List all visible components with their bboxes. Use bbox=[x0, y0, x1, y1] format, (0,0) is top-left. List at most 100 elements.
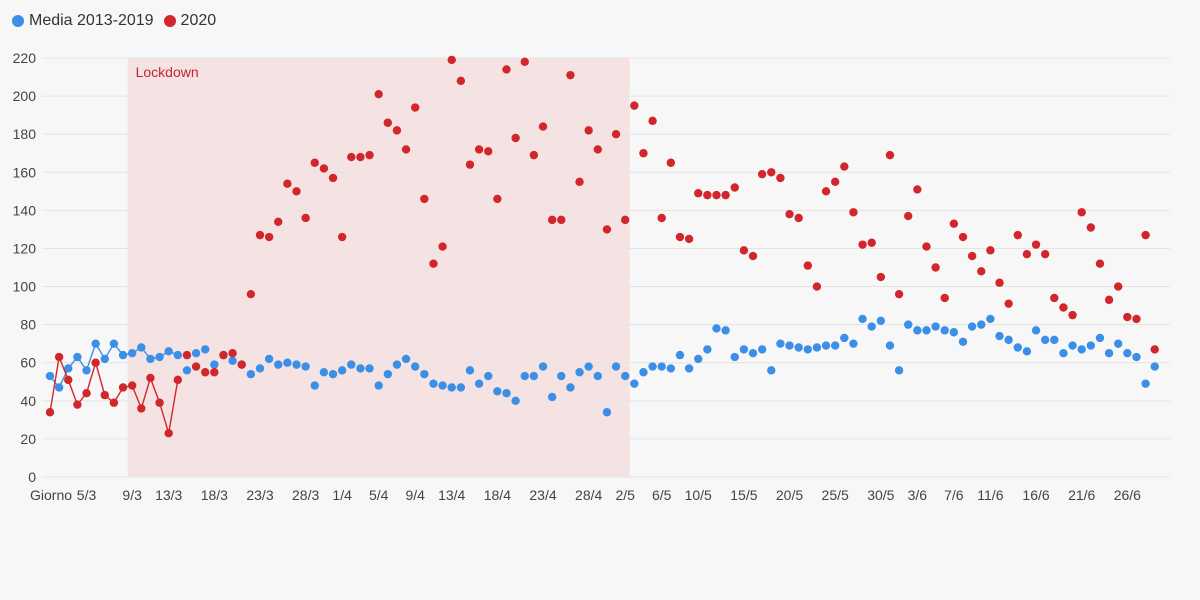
data-point-1 bbox=[365, 150, 374, 160]
data-point-0 bbox=[547, 392, 557, 402]
legend-item-media[interactable]: Media 2013-2019 bbox=[12, 12, 154, 30]
data-point-0 bbox=[593, 371, 602, 381]
x-tick-label: 13/3 bbox=[155, 487, 182, 503]
data-point-0 bbox=[739, 345, 749, 354]
data-point-0 bbox=[301, 362, 310, 371]
data-point-1 bbox=[694, 189, 703, 198]
data-point-1 bbox=[127, 381, 137, 390]
x-tick-label: 26/6 bbox=[1114, 487, 1141, 503]
data-point-0 bbox=[182, 366, 192, 375]
data-point-0 bbox=[319, 368, 329, 377]
data-point-1 bbox=[538, 122, 548, 131]
data-point-1 bbox=[493, 194, 502, 204]
data-point-0 bbox=[383, 369, 393, 379]
lockdown-label: Lockdown bbox=[136, 64, 199, 80]
data-point-0 bbox=[465, 366, 475, 375]
data-point-1 bbox=[913, 185, 922, 194]
data-point-1 bbox=[438, 242, 447, 251]
data-point-1 bbox=[1004, 299, 1013, 308]
data-point-0 bbox=[411, 362, 420, 371]
data-point-1 bbox=[840, 162, 849, 171]
data-point-1 bbox=[575, 177, 584, 186]
data-point-1 bbox=[337, 232, 347, 242]
data-point-1 bbox=[1150, 345, 1159, 354]
data-point-0 bbox=[1013, 343, 1022, 352]
data-point-1 bbox=[949, 219, 959, 228]
y-tick-label: 120 bbox=[13, 240, 37, 256]
data-point-1 bbox=[465, 160, 475, 169]
data-point-1 bbox=[1040, 249, 1050, 259]
data-point-1 bbox=[1059, 303, 1068, 312]
data-point-0 bbox=[45, 371, 55, 381]
data-point-1 bbox=[484, 147, 493, 156]
y-tick-label: 200 bbox=[13, 88, 37, 104]
data-point-1 bbox=[274, 217, 283, 226]
data-point-0 bbox=[54, 383, 64, 392]
data-point-0 bbox=[1086, 341, 1096, 350]
data-point-0 bbox=[821, 341, 831, 350]
data-point-1 bbox=[502, 65, 511, 74]
data-point-0 bbox=[264, 354, 274, 364]
data-point-1 bbox=[703, 190, 712, 200]
x-tick-label: 5/4 bbox=[369, 487, 389, 503]
data-point-1 bbox=[420, 194, 429, 204]
data-point-1 bbox=[995, 278, 1004, 287]
data-point-0 bbox=[255, 364, 265, 373]
data-point-0 bbox=[1123, 349, 1132, 358]
data-point-1 bbox=[940, 293, 949, 303]
data-point-1 bbox=[456, 76, 466, 86]
legend-dot-media bbox=[12, 15, 24, 27]
data-point-0 bbox=[392, 360, 402, 369]
data-point-0 bbox=[328, 369, 338, 379]
data-point-1 bbox=[118, 383, 128, 392]
data-point-0 bbox=[703, 345, 712, 354]
y-tick-label: 80 bbox=[20, 317, 36, 333]
legend-item-2020[interactable]: 2020 bbox=[163, 12, 217, 30]
data-point-1 bbox=[566, 70, 575, 80]
data-point-0 bbox=[657, 362, 666, 371]
data-point-0 bbox=[420, 369, 429, 379]
data-point-1 bbox=[356, 152, 365, 162]
data-point-1 bbox=[1031, 240, 1041, 249]
data-point-0 bbox=[493, 387, 502, 396]
data-point-1 bbox=[109, 398, 119, 407]
data-point-0 bbox=[904, 320, 913, 329]
data-point-0 bbox=[913, 326, 922, 335]
data-point-1 bbox=[529, 150, 539, 160]
data-point-0 bbox=[109, 339, 119, 348]
data-point-1 bbox=[520, 57, 529, 67]
data-point-1 bbox=[411, 103, 420, 112]
data-point-1 bbox=[1077, 208, 1086, 217]
data-point-1 bbox=[374, 89, 383, 99]
x-tick-label: 18/4 bbox=[484, 487, 511, 503]
legend-label-2020: 2020 bbox=[180, 12, 217, 29]
data-point-1 bbox=[648, 116, 657, 126]
data-point-1 bbox=[885, 150, 895, 160]
data-point-0 bbox=[210, 360, 219, 369]
data-point-1 bbox=[191, 362, 201, 371]
data-point-1 bbox=[803, 261, 812, 270]
data-point-1 bbox=[675, 232, 685, 242]
data-point-0 bbox=[584, 362, 593, 371]
data-point-0 bbox=[794, 343, 803, 352]
data-point-1 bbox=[1132, 314, 1141, 324]
data-point-0 bbox=[620, 371, 630, 381]
x-tick-label: 9/3 bbox=[122, 487, 142, 503]
data-point-1 bbox=[301, 213, 310, 223]
data-point-0 bbox=[447, 383, 456, 392]
data-point-1 bbox=[292, 187, 301, 196]
data-point-0 bbox=[429, 379, 438, 388]
data-point-1 bbox=[91, 358, 100, 367]
data-point-1 bbox=[347, 152, 356, 162]
data-point-0 bbox=[100, 354, 109, 364]
data-point-0 bbox=[1022, 347, 1032, 356]
data-point-0 bbox=[557, 371, 566, 381]
data-point-0 bbox=[894, 366, 904, 375]
y-tick-label: 100 bbox=[13, 279, 37, 295]
data-point-0 bbox=[356, 364, 365, 373]
data-point-0 bbox=[1132, 352, 1141, 362]
data-point-0 bbox=[91, 339, 100, 348]
data-point-0 bbox=[986, 314, 995, 324]
data-point-0 bbox=[1077, 345, 1086, 354]
